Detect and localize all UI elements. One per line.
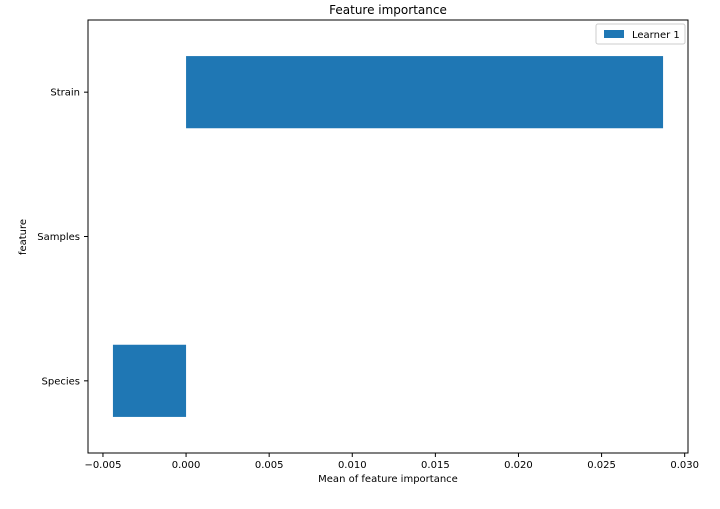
y-tick-label: Strain <box>50 88 80 99</box>
y-tick-label: Species <box>42 376 81 387</box>
x-tick-label: 0.020 <box>504 460 533 471</box>
chart-title: Feature importance <box>329 3 447 17</box>
bar-strain <box>186 56 664 129</box>
axes-layer: −0.005 0.000 0.005 0.010 0.015 0.020 0.025 0.03… <box>37 19 699 471</box>
x-tick-label: −0.005 <box>84 460 121 471</box>
x-tick-label: 0.000 <box>172 460 201 471</box>
x-tick-label: 0.010 <box>338 460 367 471</box>
x-tick-label: 0.005 <box>255 460 284 471</box>
legend-box <box>595 23 686 45</box>
y-axis-label: feature <box>18 219 29 255</box>
x-tick-label: 0.025 <box>587 460 616 471</box>
y-tick-label: Samples <box>37 232 80 243</box>
bar-species <box>112 344 187 417</box>
x-tick-label: 0.030 <box>670 460 699 471</box>
x-axis-label: Mean of feature importance <box>318 474 458 485</box>
bars-layer <box>112 56 664 417</box>
legend-swatch <box>604 30 624 38</box>
legend-label: Learner 1 <box>632 30 680 41</box>
x-tick-label: 0.015 <box>421 460 450 471</box>
legend: Learner 1 <box>595 23 686 45</box>
